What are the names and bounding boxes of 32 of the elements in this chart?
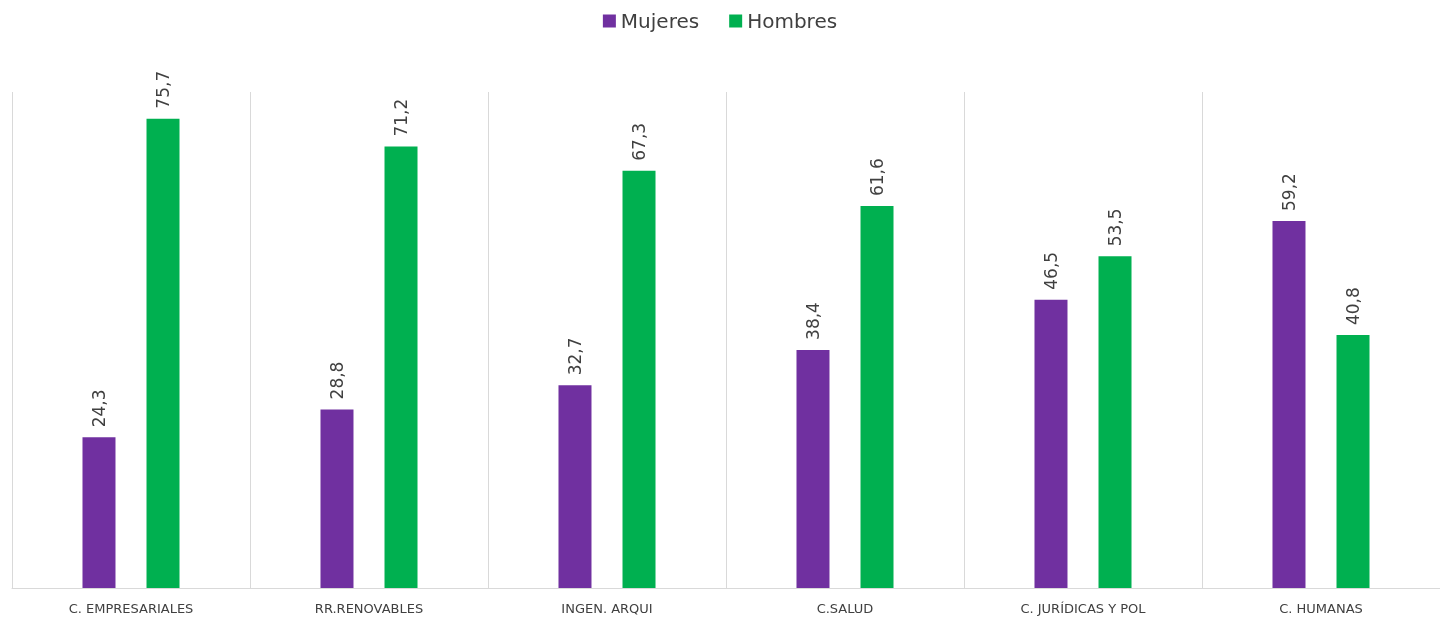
x-tick-label: C. HUMANAS bbox=[1279, 601, 1363, 616]
bar bbox=[320, 409, 354, 588]
bar bbox=[558, 385, 592, 588]
bar bbox=[1272, 220, 1306, 588]
x-tick-label: C.SALUD bbox=[816, 601, 874, 616]
x-tick-label: C. JURÍDICAS Y POL bbox=[1020, 601, 1147, 616]
bar bbox=[384, 146, 418, 588]
data-label: 28,8 bbox=[326, 361, 347, 400]
data-label: 75,7 bbox=[153, 70, 174, 109]
data-label: 59,2 bbox=[1278, 173, 1299, 211]
data-label: 71,2 bbox=[391, 98, 412, 137]
data-label: 32,7 bbox=[564, 337, 585, 376]
data-label: 38,4 bbox=[802, 302, 823, 340]
bar bbox=[1034, 299, 1068, 588]
x-tick-label: RR.RENOVABLES bbox=[314, 601, 424, 616]
x-tick-label: INGEN. ARQUI bbox=[561, 601, 653, 616]
data-label: 46,5 bbox=[1040, 251, 1061, 290]
data-label: 61,6 bbox=[867, 158, 888, 197]
data-label: 24,3 bbox=[88, 389, 109, 428]
bar bbox=[860, 206, 894, 588]
bar bbox=[82, 437, 116, 588]
data-label: 40,8 bbox=[1343, 287, 1364, 326]
bar bbox=[1098, 256, 1132, 588]
legend-label: Hombres bbox=[747, 9, 838, 33]
legend-label: Mujeres bbox=[620, 9, 700, 33]
data-label: 67,3 bbox=[629, 122, 650, 161]
bar bbox=[622, 170, 656, 588]
x-tick-label: C. EMPRESARIALES bbox=[68, 601, 194, 616]
bar bbox=[146, 118, 180, 588]
bar bbox=[1336, 335, 1370, 588]
data-label: 53,5 bbox=[1105, 208, 1126, 247]
bar bbox=[796, 349, 830, 588]
